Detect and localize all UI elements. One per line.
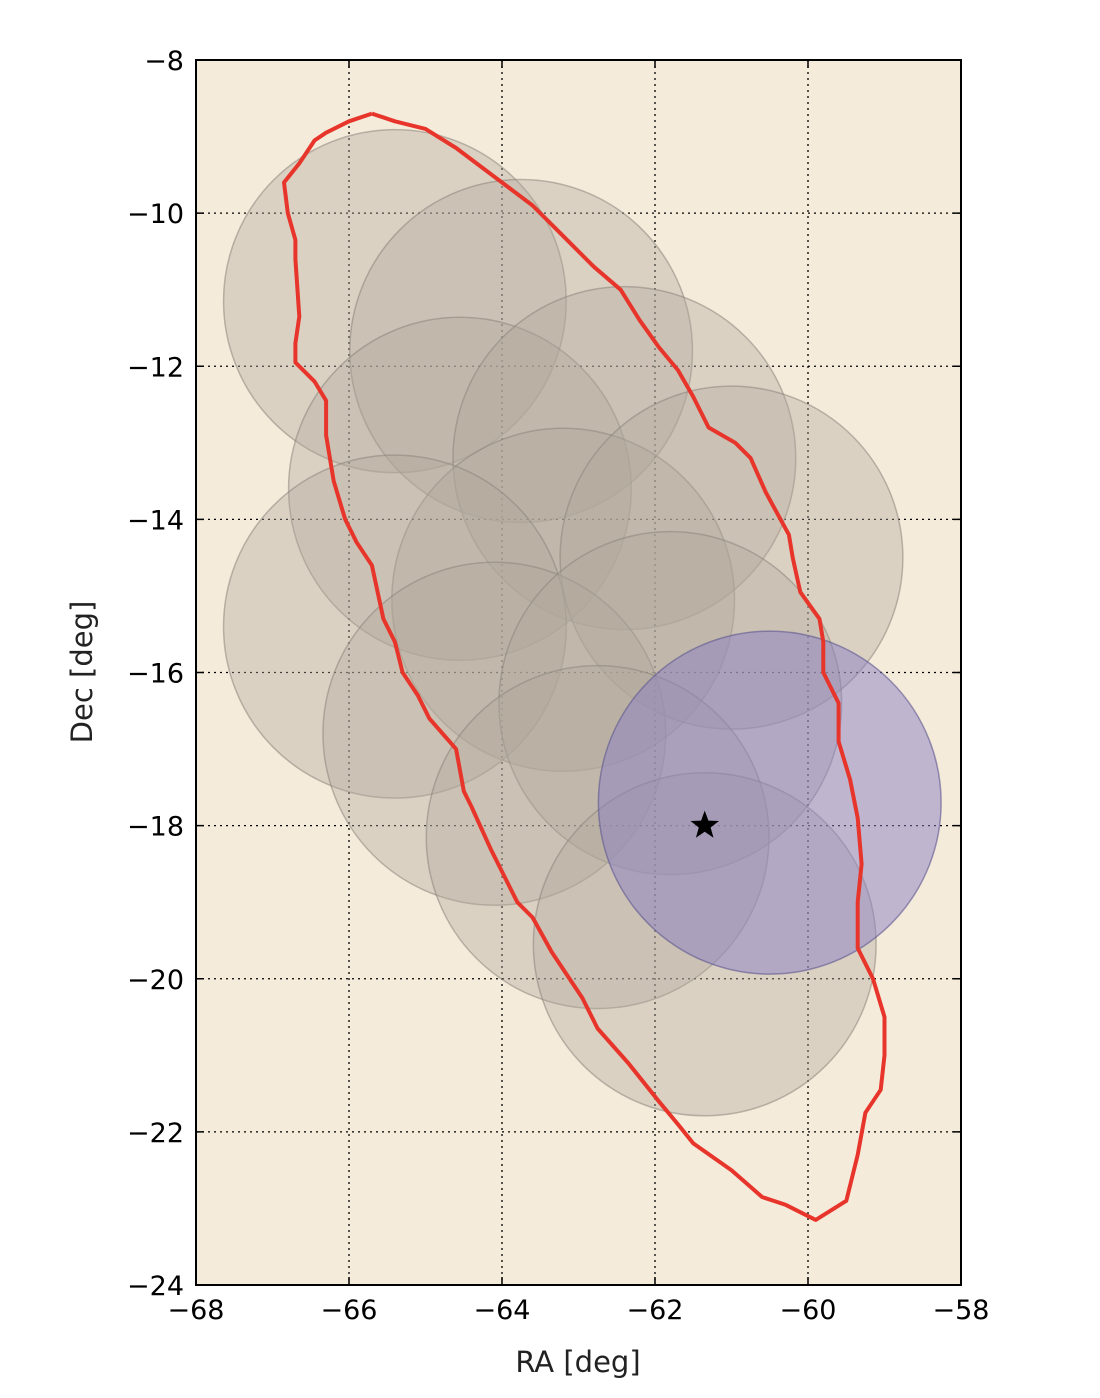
localization-contour xyxy=(282,111,887,1222)
x-axis-label: RA [deg] xyxy=(515,1345,640,1379)
tick-labels: −68 −66 −64 −62 −60 −58 −24 −22 −20 −18 −16 −14 −12 −… xyxy=(127,46,989,1326)
y-tick-label: −12 xyxy=(127,352,184,383)
x-tick-label: −58 xyxy=(933,1295,990,1326)
y-tick-label: −20 xyxy=(127,965,184,996)
y-tick-label: −24 xyxy=(127,1271,184,1302)
x-tick-label: −60 xyxy=(780,1295,837,1326)
x-tick-label: −64 xyxy=(474,1295,531,1326)
pointing-fields xyxy=(222,128,942,1117)
field-circle xyxy=(349,178,694,524)
field-circle xyxy=(222,128,568,474)
x-tick-label: −62 xyxy=(627,1295,684,1326)
x-tick-label: −66 xyxy=(321,1295,378,1326)
x-tick-label: −68 xyxy=(168,1295,225,1326)
y-tick-label: −18 xyxy=(127,812,184,843)
y-tick-label: −14 xyxy=(127,505,184,536)
selected-field-circle xyxy=(597,630,942,975)
y-tick-label: −16 xyxy=(127,659,184,690)
y-tick-label: −8 xyxy=(144,46,184,77)
ticks xyxy=(195,59,962,1286)
contour-layer xyxy=(282,111,887,1222)
y-tick-label: −22 xyxy=(127,1118,184,1149)
star-marker xyxy=(690,810,719,838)
y-tick-label: −10 xyxy=(127,199,184,230)
star-layer xyxy=(690,810,719,838)
y-axis-label: Dec [deg] xyxy=(65,601,99,744)
field-circle xyxy=(452,285,797,631)
